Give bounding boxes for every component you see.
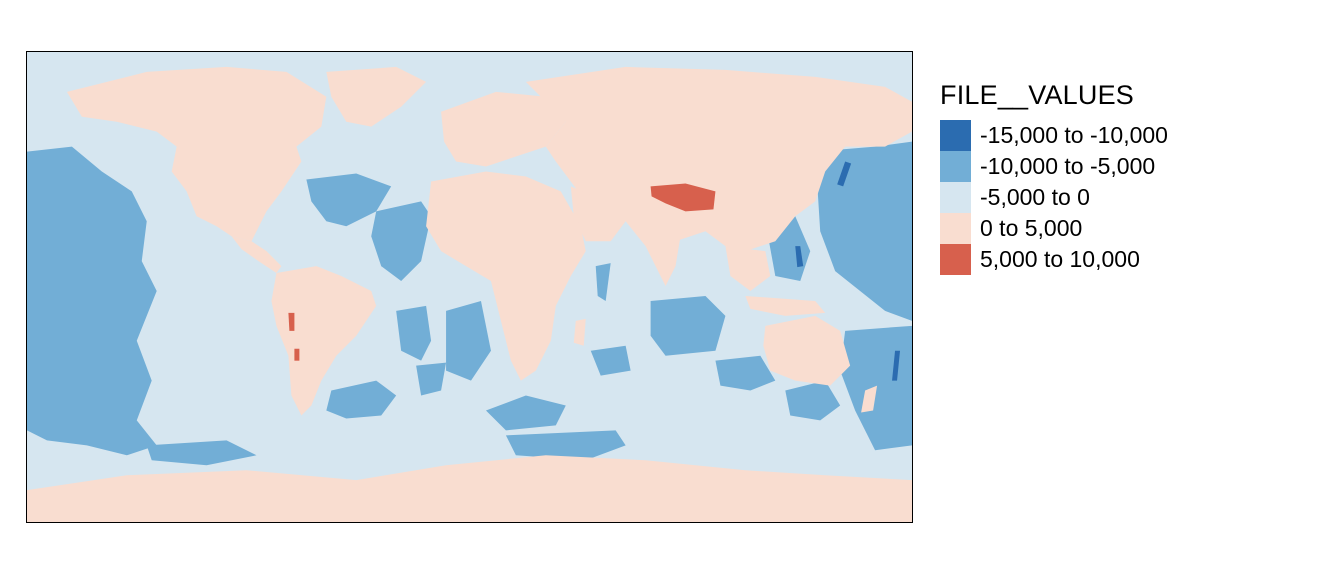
legend-swatch [940,213,971,244]
map-panel [26,51,913,523]
deep-ocean-southern-b [485,395,566,431]
deep-ocean-south-atlantic-a [396,305,432,361]
land-antarctica [27,455,912,522]
land-central-america [231,236,282,274]
deep-ocean-nw-pacific [815,141,912,321]
high-andes-a [288,312,295,331]
deep-ocean-indian-c [650,295,726,356]
deep-ocean-layer [27,141,912,466]
trench-layer [795,161,901,381]
land-greenland [326,66,427,127]
map-legend: FILE__VALUES -15,000 to -10,000 -10,000 t… [940,80,1168,275]
land-madagascar [573,318,586,346]
world-raster-map [27,52,912,522]
legend-label: -10,000 to -5,000 [980,153,1156,179]
legend-title: FILE__VALUES [940,80,1134,110]
legend-item: 5,000 to 10,000 [940,244,1168,275]
land-north-america [66,66,327,242]
legend-item: -15,000 to -10,000 [940,120,1168,151]
legend-swatch [940,244,971,275]
deep-ocean-south-atlantic-c [416,362,447,396]
legend-item: -5,000 to 0 [940,182,1168,213]
land-europe [441,91,566,167]
deep-ocean-tasman [785,380,841,421]
land-asia [525,66,912,267]
trench-marianas [795,246,804,268]
high-andes-b [294,348,300,361]
land-se-asia [725,246,771,291]
land-layer [27,66,912,522]
land-india [645,236,681,287]
deep-ocean-indian-d [715,355,776,391]
deep-ocean-west-pacific [27,146,157,456]
deep-ocean-southern-a [146,440,257,466]
legend-items: -15,000 to -10,000 -10,000 to -5,000 -5,00… [940,120,1168,275]
deep-ocean-mid-atlantic [371,201,432,282]
legend-swatch [940,120,971,151]
deep-ocean-indian-b [590,345,631,376]
land-arabia [570,186,626,242]
legend-label: 0 to 5,000 [980,215,1083,241]
deep-ocean-southern-c [505,430,626,461]
high-elevation-layer [288,183,716,361]
legend-item: 0 to 5,000 [940,213,1168,244]
legend-swatch [940,151,971,182]
legend-label: -15,000 to -10,000 [980,122,1168,148]
deep-ocean-north-atlantic [306,173,392,227]
high-tibet [650,183,716,212]
legend-label: 5,000 to 10,000 [980,246,1140,272]
land-australia [763,315,851,386]
land-indonesia [745,295,826,316]
deep-ocean-south-atlantic-b [446,300,491,381]
trench-tonga [892,350,901,381]
legend-item: -10,000 to -5,000 [940,151,1168,182]
land-new-zealand [861,385,878,413]
legend-swatch [940,182,971,213]
land-south-america [271,266,377,416]
trench-kuril [837,161,852,187]
land-africa [426,171,586,381]
deep-ocean-weddell [326,380,397,419]
legend-label: -5,000 to 0 [980,184,1090,210]
